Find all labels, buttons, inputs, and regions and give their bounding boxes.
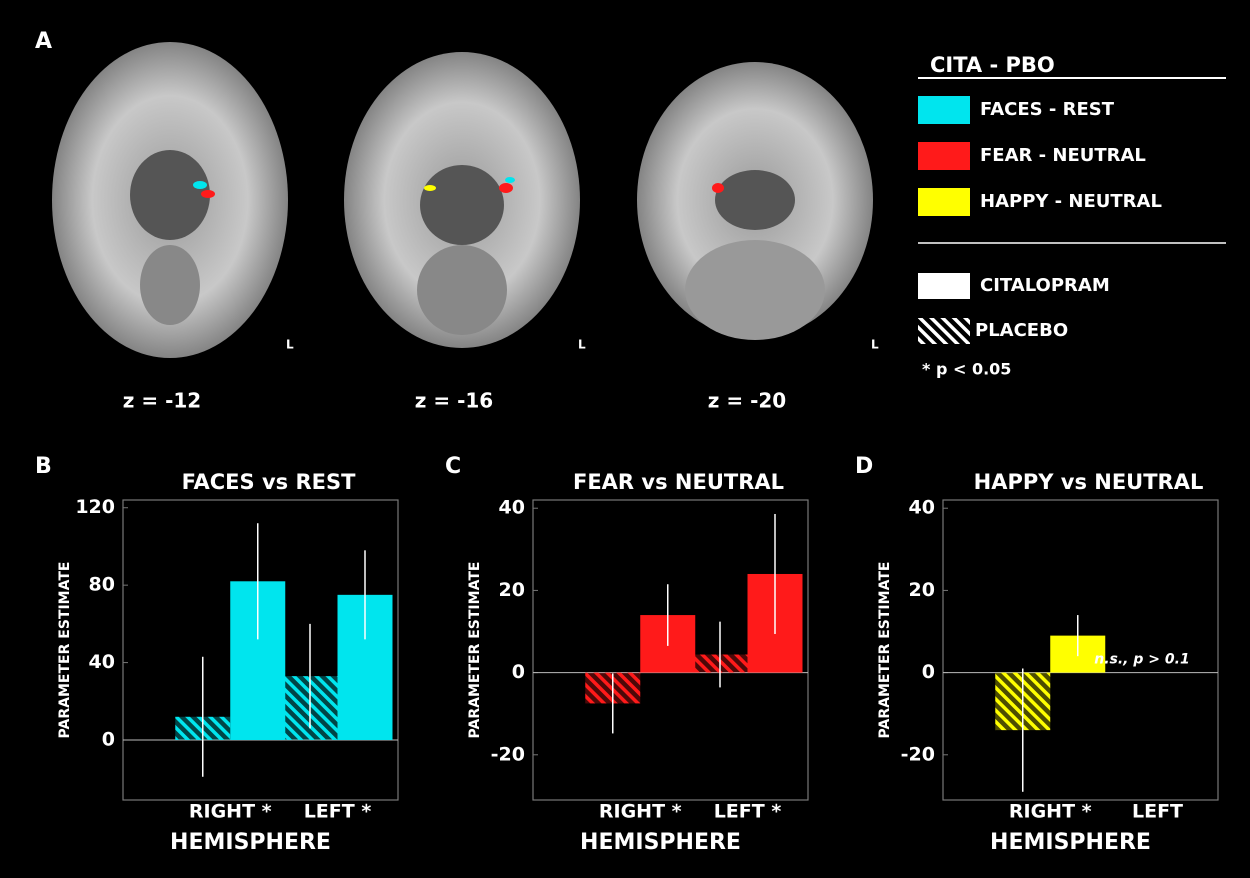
- legend-swatch: [918, 318, 970, 344]
- activation-blob: [193, 181, 207, 189]
- legend-swatch: [918, 273, 970, 299]
- legend-label: HAPPY - NEUTRAL: [980, 191, 1162, 212]
- annotation: n.s., p > 0.1: [1094, 652, 1189, 668]
- y-tick-label: -20: [491, 743, 525, 765]
- legend-title: CITA - PBO: [930, 53, 1055, 77]
- slice-side-label: L: [286, 338, 294, 352]
- x-tick-label: RIGHT *: [1009, 801, 1092, 823]
- panel-label: C: [445, 454, 461, 479]
- x-tick-label: LEFT: [1132, 801, 1183, 823]
- plot-frame: [122, 499, 399, 801]
- activation-blob: [505, 177, 515, 183]
- y-tick-label: 40: [89, 651, 115, 673]
- chart-title: HAPPY vs NEUTRAL: [974, 470, 1204, 494]
- y-axis-label: PARAMETER ESTIMATE: [57, 562, 73, 739]
- x-axis-label: HEMISPHERE: [990, 830, 1151, 855]
- x-axis-label: HEMISPHERE: [170, 830, 331, 855]
- slice-side-label: L: [871, 338, 879, 352]
- y-tick-label: 40: [909, 497, 935, 519]
- y-tick-label: -20: [901, 743, 935, 765]
- slice-z-label: z = -16: [415, 389, 493, 413]
- activation-blob: [201, 190, 215, 198]
- brain-midbrain: [130, 150, 210, 240]
- plot-frame: [942, 499, 1219, 801]
- legend-swatch: [918, 96, 970, 124]
- activation-blob: [424, 185, 436, 191]
- legend-swatch: [918, 142, 970, 170]
- y-tick-label: 120: [75, 496, 115, 518]
- chart-title: FEAR vs NEUTRAL: [573, 470, 784, 494]
- legend-label: FEAR - NEUTRAL: [980, 145, 1146, 166]
- x-tick-label: RIGHT *: [599, 801, 682, 823]
- y-axis-label: PARAMETER ESTIMATE: [877, 562, 893, 739]
- y-axis-label: PARAMETER ESTIMATE: [467, 562, 483, 739]
- y-tick-label: 0: [512, 661, 525, 683]
- panel-label: A: [35, 29, 52, 54]
- legend-label: CITALOPRAM: [980, 275, 1110, 296]
- brain-cerebellum: [140, 245, 200, 325]
- legend-swatch: [918, 188, 970, 216]
- plot-frame: [532, 499, 809, 801]
- y-tick-label: 80: [89, 574, 115, 596]
- panel-label: D: [855, 454, 873, 479]
- brain-cerebellum: [417, 245, 507, 335]
- y-tick-label: 0: [102, 729, 115, 751]
- activation-blob: [499, 183, 513, 193]
- x-tick-label: LEFT *: [304, 801, 372, 823]
- activation-blob: [712, 183, 724, 193]
- brain-midbrain: [715, 170, 795, 230]
- y-tick-label: 40: [499, 497, 525, 519]
- brain-midbrain: [420, 165, 504, 245]
- x-tick-label: RIGHT *: [189, 801, 272, 823]
- y-tick-label: 20: [499, 579, 525, 601]
- x-axis-label: HEMISPHERE: [580, 830, 741, 855]
- x-tick-label: LEFT *: [714, 801, 782, 823]
- legend-note: * p < 0.05: [922, 360, 1011, 379]
- slice-z-label: z = -12: [123, 389, 201, 413]
- chart-title: FACES vs REST: [182, 470, 357, 494]
- slice-z-label: z = -20: [708, 389, 786, 413]
- panel-label: B: [35, 454, 52, 479]
- legend-label: FACES - REST: [980, 99, 1115, 120]
- brain-slices: [52, 42, 873, 358]
- brain-cerebellum: [685, 240, 825, 340]
- y-tick-label: 0: [922, 661, 935, 683]
- y-tick-label: 20: [909, 579, 935, 601]
- slice-side-label: L: [578, 338, 586, 352]
- legend-label: PLACEBO: [975, 320, 1068, 341]
